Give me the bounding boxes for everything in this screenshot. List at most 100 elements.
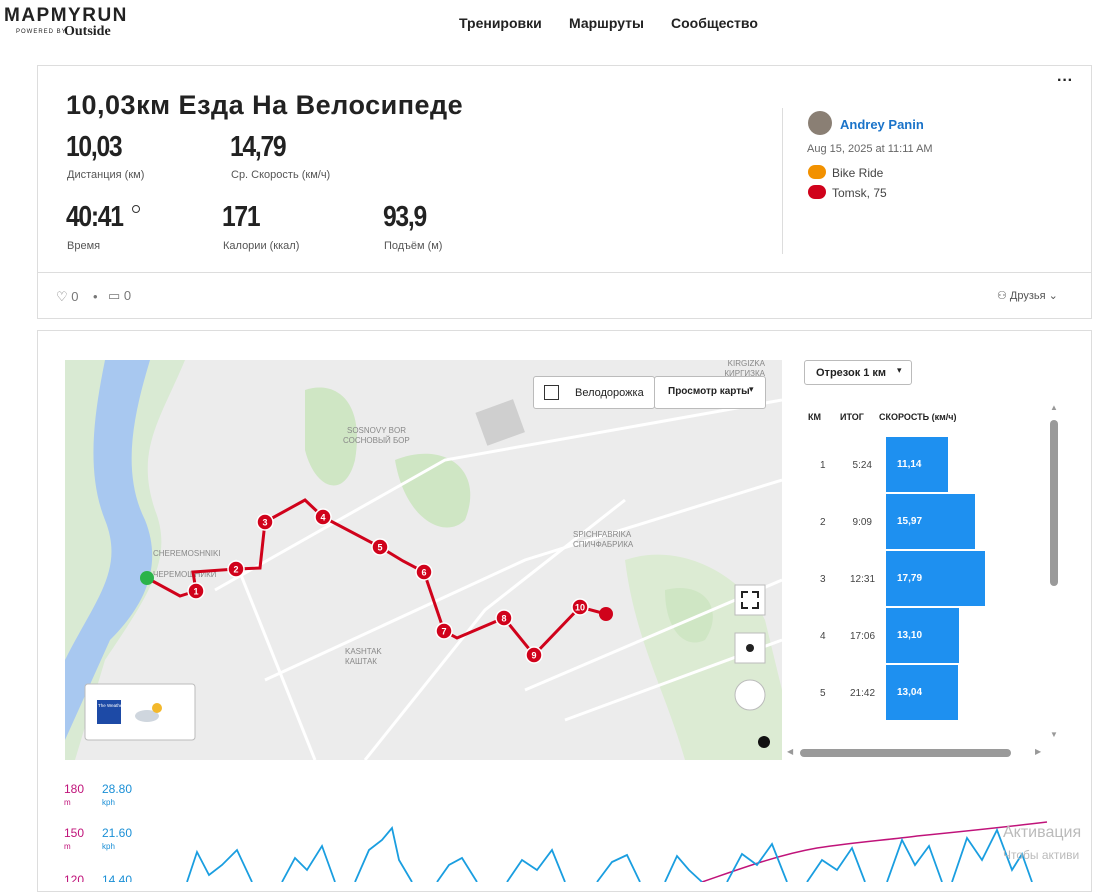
stat-value: 171 (222, 201, 261, 233)
axis-unit: kph (102, 842, 115, 851)
split-bar (886, 437, 948, 492)
km-marker-label: 10 (575, 603, 585, 613)
river (65, 360, 153, 740)
splits-table: 1 5:24 11,14 2 9:09 15,97 3 12:31 17,79 4 17:06 13,… (800, 436, 1040, 745)
elevation-line (701, 821, 1048, 882)
axis-label: 180 (64, 782, 84, 796)
km-marker-label: 2 (233, 565, 238, 575)
split-total: 17:06 (850, 631, 876, 642)
speed-line (186, 826, 1033, 882)
center-icon (746, 644, 754, 652)
axis-label: 120 (64, 873, 84, 882)
axis-unit: kph (102, 798, 115, 807)
location-icon (808, 185, 826, 199)
comment-button[interactable]: ▭ 0 (108, 288, 132, 303)
map-label: КИРГИЗКА (724, 369, 765, 378)
stat-label: Время (67, 240, 101, 252)
km-marker (187, 582, 205, 600)
divider (782, 108, 783, 254)
km-marker-label: 4 (320, 513, 325, 523)
map-label: CHEREMOSHNIKI (153, 549, 221, 558)
caret: ▾ (749, 384, 754, 394)
info-icon[interactable] (132, 205, 140, 213)
caret: ▾ (897, 365, 902, 375)
privacy: Друзья (1009, 290, 1046, 302)
pan-button[interactable] (734, 679, 766, 711)
split-speed: 13,10 (897, 630, 923, 641)
separator: • (93, 289, 98, 304)
split-total: 21:42 (850, 688, 876, 699)
checkbox[interactable] (544, 385, 559, 400)
split-km: 1 (820, 460, 826, 471)
km-marker (525, 646, 543, 664)
workout-title: 10,03км Езда На Велосипеде (66, 90, 464, 120)
activity-icon (808, 165, 826, 179)
scroll-arrow[interactable]: ▶ (1035, 747, 1042, 756)
park (665, 588, 713, 643)
axis-label: 28.80 (102, 782, 132, 796)
split-speed: 11,14 (897, 459, 922, 470)
bike-lanes-toggle[interactable]: Велодорожка (533, 376, 655, 409)
split-speed: 17,79 (897, 573, 923, 584)
stat-value: 10,03 (66, 131, 123, 163)
axis-label: 21.60 (102, 826, 132, 840)
more-menu[interactable]: ··· (1057, 72, 1073, 89)
end-marker (599, 607, 613, 621)
like-button[interactable]: ♡ 0 (56, 289, 79, 304)
km-marker-label: 6 (421, 568, 426, 578)
location: Tomsk, 75 (832, 186, 887, 200)
stat-label: Дистанция (км) (67, 169, 145, 181)
map-label: КАШТАК (345, 657, 377, 666)
user-name[interactable]: Andrey Panin (840, 117, 924, 132)
axis-unit: m (64, 842, 71, 851)
watermark: Чтобы активи (1003, 848, 1080, 862)
axis-label: 14.40 (102, 873, 132, 882)
workout-card (37, 65, 1092, 319)
column-header: СКОРОСТЬ (км/ч) (879, 412, 957, 422)
map-label: СПИЧФАБРИКА (573, 540, 634, 549)
map-label: KASHTAK (345, 647, 382, 656)
weather-icon (135, 710, 159, 722)
vertical-scrollbar[interactable] (1050, 420, 1058, 586)
km-marker-label: 1 (193, 587, 198, 597)
split-selector[interactable]: Отрезок 1 км ▾ (804, 360, 912, 385)
map-view-dropdown[interactable]: Просмотр карты ▾ (654, 376, 766, 409)
park (395, 453, 471, 528)
fullscreen-button[interactable] (734, 584, 766, 616)
map-label: ЧЕРЕМОШНИКИ (153, 570, 217, 579)
privacy-dropdown[interactable]: ⚇ Друзья ⌄ (997, 290, 1058, 302)
weather-logo (97, 700, 121, 724)
split-total: 5:24 (852, 460, 872, 471)
km-marker (371, 538, 389, 556)
brand: Outside (64, 24, 111, 39)
split-speed: 13,04 (897, 687, 923, 698)
center-button[interactable] (734, 632, 766, 664)
column-header: КМ (808, 412, 821, 422)
toggle-label: Велодорожка (575, 387, 644, 399)
km-marker (415, 563, 433, 581)
nav-link[interactable]: Сообщество (671, 15, 758, 31)
horizontal-scrollbar[interactable] (800, 749, 1011, 757)
split-total: 9:09 (852, 517, 872, 528)
axis-label: 150 (64, 826, 84, 840)
km-marker (495, 609, 513, 627)
km-marker-label: 3 (262, 518, 267, 528)
info-button[interactable] (758, 736, 770, 748)
scroll-arrow[interactable]: ▼ (1050, 730, 1058, 739)
scroll-arrow[interactable]: ▲ (1050, 403, 1058, 412)
nav-link[interactable]: Тренировки (459, 15, 542, 31)
stat-value: 14,79 (230, 131, 287, 163)
km-marker (314, 508, 332, 526)
split-bar (886, 608, 959, 663)
selector-label: Отрезок 1 км (816, 367, 887, 379)
logo[interactable]: MAPMYRUN (4, 5, 128, 26)
map-label: KIRGIZKA (728, 360, 766, 368)
nav-link[interactable]: Маршруты (569, 15, 644, 31)
map[interactable]: KIRGIZKA КИРГИЗКА SOSNOVY BOR СОСНОВЫЙ Б… (65, 360, 782, 760)
split-total: 12:31 (850, 574, 876, 585)
weather-brand: The Weather Channel (98, 703, 142, 708)
avatar[interactable] (808, 111, 832, 135)
park (305, 387, 357, 486)
scroll-arrow[interactable]: ◀ (787, 747, 794, 756)
